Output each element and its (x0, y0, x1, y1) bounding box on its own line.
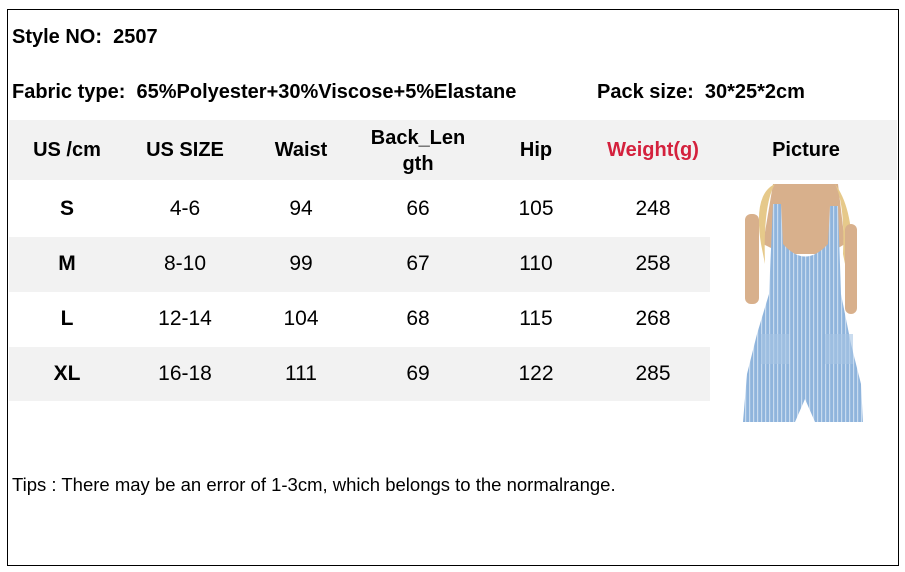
cell-hip: 115 (519, 307, 553, 330)
cell-hip: 122 (518, 362, 554, 385)
cell-us-size: 4-6 (169, 197, 201, 220)
cell-size: M (58, 252, 76, 275)
cell-hip: 105 (518, 197, 554, 220)
style-number: Style NO: 2507 (12, 26, 158, 48)
header-band (9, 120, 897, 180)
cell-back-length: 67 (406, 252, 430, 275)
cell-weight: 285 (635, 362, 671, 385)
header-waist: Waist (274, 139, 328, 161)
cell-back-length: 66 (406, 197, 430, 220)
cell-weight: 268 (635, 307, 671, 330)
header-us-cm: US /cm (33, 139, 101, 161)
header-us-size: US SIZE (146, 139, 224, 161)
cell-back-length: 69 (406, 362, 430, 385)
cell-us-size: 8-10 (163, 252, 207, 275)
header-picture: Picture (772, 139, 840, 161)
tips-note: Tips : There may be an error of 1-3cm, w… (12, 474, 616, 495)
cell-weight: 258 (635, 252, 671, 275)
header-back-length: Back_Len gth (370, 127, 466, 175)
header-weight: Weight(g) (607, 139, 699, 161)
cell-us-size: 12-14 (158, 307, 212, 330)
header-hip: Hip (519, 139, 553, 161)
cell-weight: 248 (635, 197, 671, 220)
row-band (9, 237, 710, 292)
cell-waist: 104 (283, 307, 319, 330)
product-picture (743, 184, 863, 422)
pack-size: Pack size: 30*25*2cm (597, 81, 805, 103)
cell-hip: 110 (519, 252, 553, 275)
page-border (7, 9, 899, 566)
cell-waist: 94 (289, 197, 313, 220)
cell-back-length: 68 (406, 307, 430, 330)
cell-waist: 99 (289, 252, 313, 275)
cell-size: S (59, 197, 74, 220)
row-band (9, 347, 710, 401)
cell-size: L (60, 307, 74, 330)
fabric-type: Fabric type: 65%Polyester+30%Viscose+5%E… (12, 81, 517, 103)
cell-waist: 111 (285, 362, 317, 385)
cell-us-size: 16-18 (158, 362, 212, 385)
cell-size: XL (53, 362, 81, 385)
